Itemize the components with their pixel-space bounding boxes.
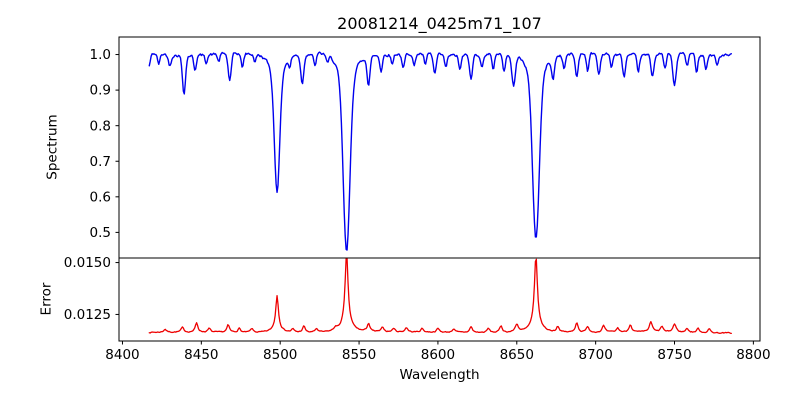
y-tick-label: 0.6 bbox=[90, 189, 111, 205]
x-tick-label: 8700 bbox=[578, 347, 612, 363]
x-tick-label: 8750 bbox=[657, 347, 691, 363]
x-tick-label: 8600 bbox=[421, 347, 455, 363]
axes-frame-error bbox=[118, 257, 761, 342]
y-tick-label: 1.0 bbox=[90, 47, 111, 63]
axes-frame-spectrum bbox=[118, 36, 761, 259]
y-tick-label: 0.8 bbox=[90, 118, 111, 134]
x-tick-label: 8550 bbox=[342, 347, 376, 363]
y-tick-label: 0.7 bbox=[90, 154, 111, 170]
x-tick-label: 8500 bbox=[263, 347, 297, 363]
error-curve bbox=[148, 257, 732, 335]
x-axis-label: Wavelength bbox=[399, 367, 480, 383]
x-tick-label: 8450 bbox=[184, 347, 218, 363]
x-tick-label: 8650 bbox=[500, 347, 534, 363]
y-tick-label: 0.9 bbox=[90, 83, 111, 99]
x-tick-label: 8800 bbox=[736, 347, 770, 363]
y-tick-label: 0.0125 bbox=[64, 307, 111, 323]
chart-title: 20081214_0425m71_107 bbox=[337, 14, 542, 33]
y-tick-label: 0.5 bbox=[90, 225, 111, 241]
y-tick-label: 0.0150 bbox=[64, 255, 111, 271]
x-tick-label: 8400 bbox=[105, 347, 139, 363]
spectrum-curve bbox=[148, 51, 732, 251]
